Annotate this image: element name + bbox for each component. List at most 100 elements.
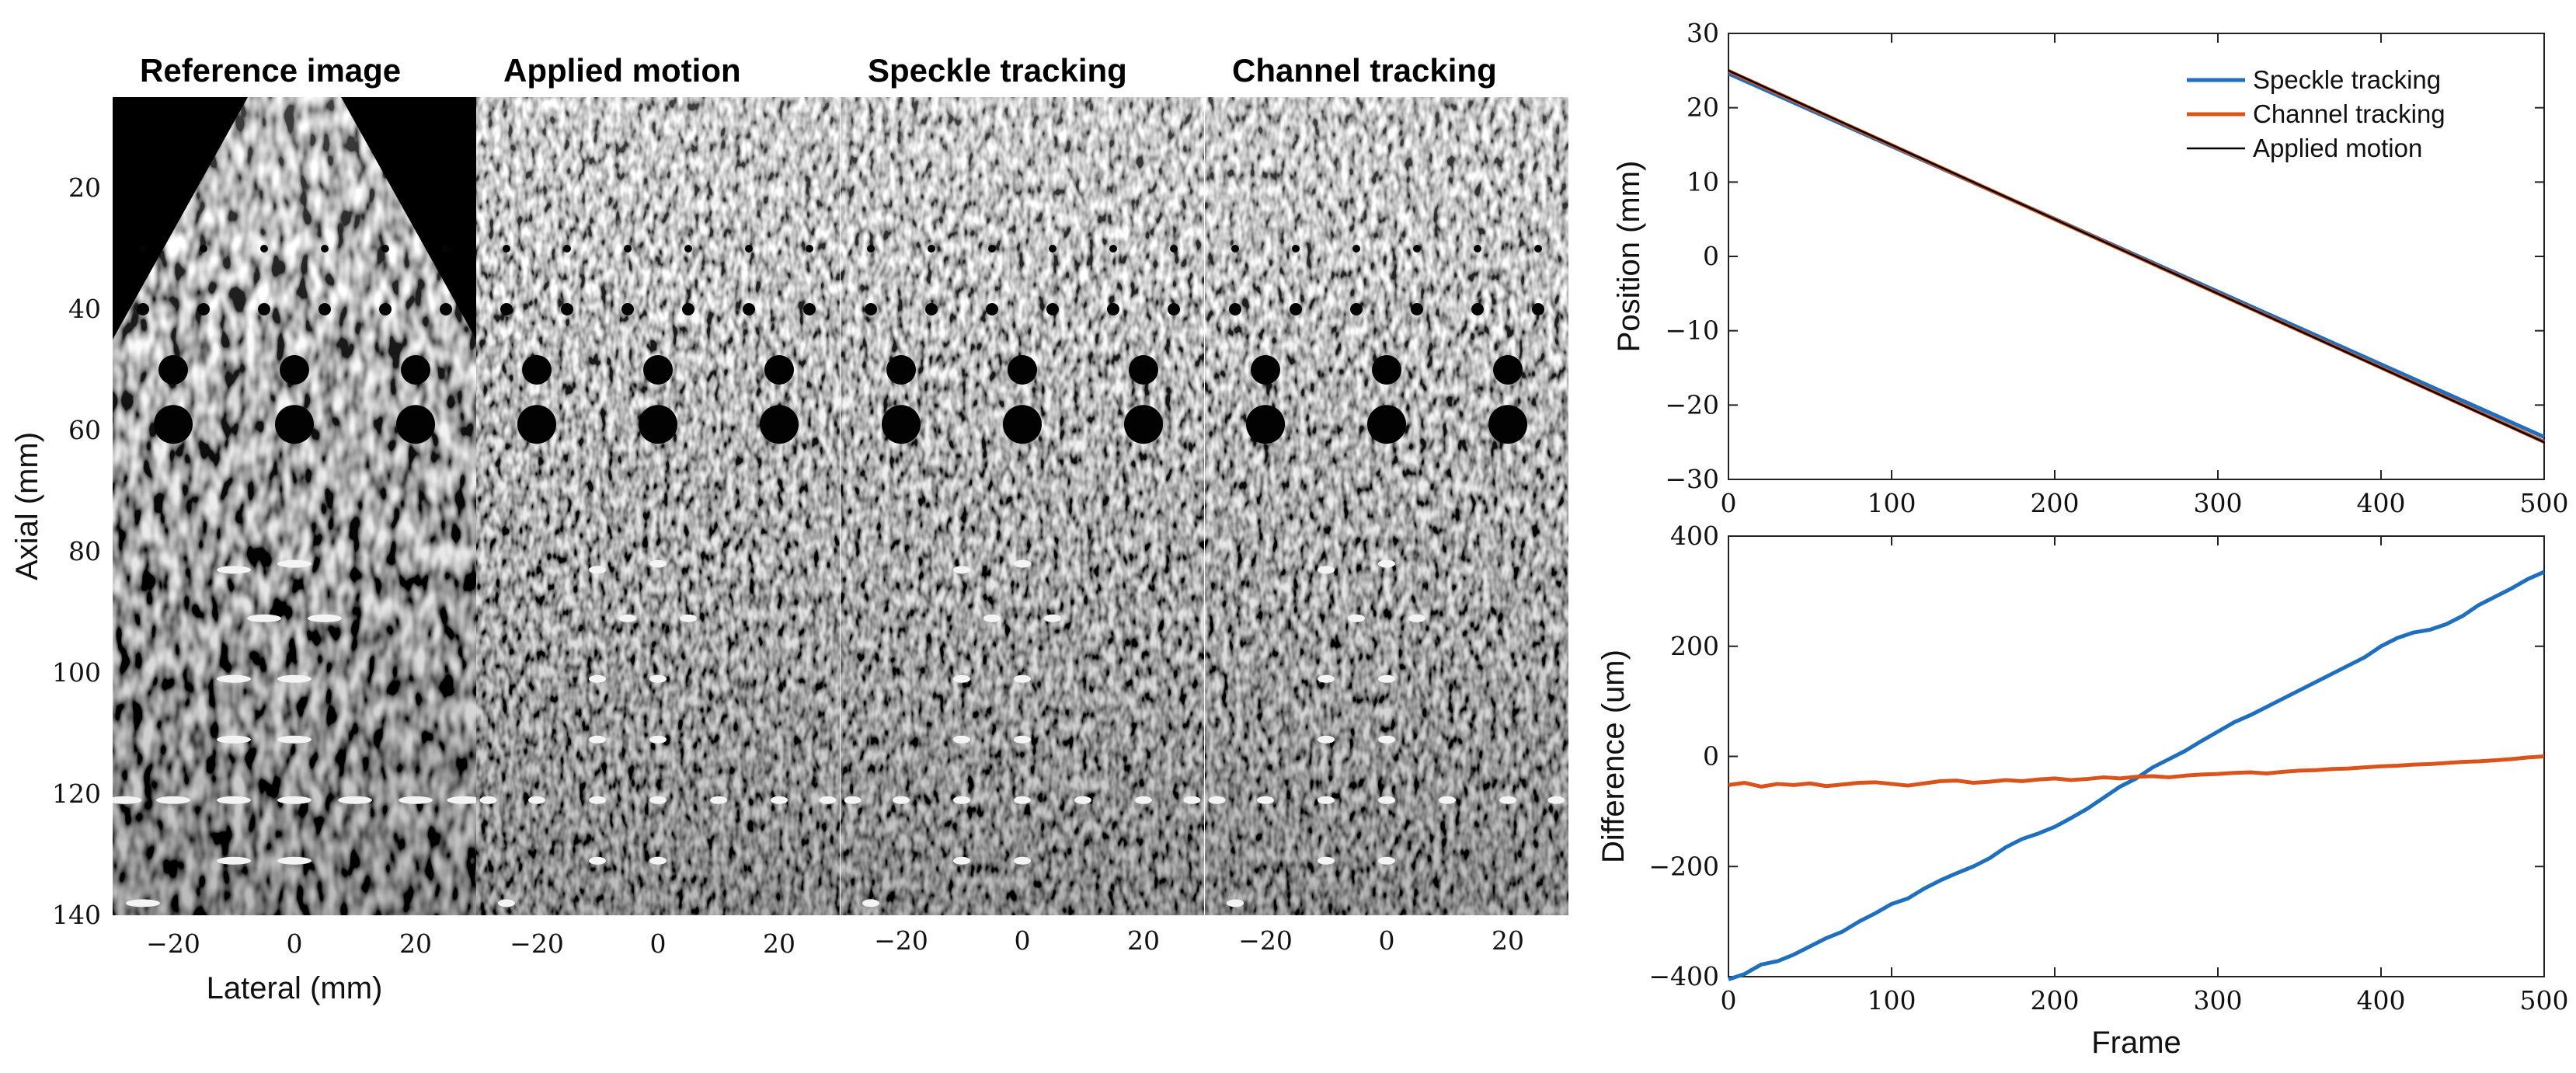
small-cyst bbox=[381, 245, 389, 253]
wire-target bbox=[1378, 674, 1395, 683]
wire-target bbox=[1408, 614, 1426, 622]
large-cyst bbox=[760, 405, 799, 444]
x-tick-label: 500 bbox=[2520, 985, 2569, 1016]
wire-target bbox=[126, 899, 160, 908]
small-cyst bbox=[925, 303, 938, 315]
small-cyst bbox=[1534, 245, 1542, 253]
small-cyst bbox=[684, 245, 692, 253]
wire-target bbox=[1318, 674, 1335, 683]
wire-target bbox=[589, 796, 606, 804]
wire-target bbox=[1348, 614, 1365, 622]
image-panel-1 bbox=[113, 97, 476, 915]
lateral-tick-label: 0 bbox=[1379, 925, 1395, 956]
wire-target bbox=[619, 614, 636, 622]
wire-target bbox=[1439, 796, 1456, 804]
y-tick-label: 0 bbox=[1703, 741, 1719, 772]
small-cyst bbox=[745, 245, 753, 253]
large-cyst bbox=[882, 405, 921, 444]
small-cyst bbox=[682, 303, 694, 315]
wire-target bbox=[447, 796, 476, 804]
lateral-tick-label: 20 bbox=[1492, 925, 1524, 956]
axial-tick-label: 20 bbox=[68, 172, 101, 203]
small-cyst bbox=[1107, 303, 1119, 315]
large-cyst bbox=[1372, 355, 1401, 385]
y-tick-label: −200 bbox=[1648, 851, 1719, 881]
wire-target bbox=[1135, 796, 1152, 804]
wire-target bbox=[953, 566, 970, 574]
wire-target bbox=[983, 614, 1001, 622]
wire-target bbox=[1044, 614, 1061, 622]
x-tick-label: 0 bbox=[1721, 985, 1737, 1016]
axial-tick-label: 100 bbox=[52, 657, 101, 688]
lateral-tick-label: 20 bbox=[763, 928, 795, 959]
small-cyst bbox=[1229, 303, 1241, 315]
small-cyst bbox=[1170, 245, 1178, 253]
wire-target bbox=[217, 856, 251, 865]
small-cyst bbox=[442, 245, 450, 253]
wire-target bbox=[710, 796, 727, 804]
large-cyst bbox=[1367, 405, 1406, 444]
large-cyst bbox=[1129, 355, 1158, 385]
small-cyst bbox=[1350, 303, 1363, 315]
legend-label: Channel tracking bbox=[2253, 99, 2445, 128]
small-cyst bbox=[928, 245, 935, 253]
y-tick-label: 200 bbox=[1670, 631, 1719, 661]
wire-target bbox=[217, 796, 251, 804]
small-cyst bbox=[1109, 245, 1117, 253]
wire-target bbox=[1318, 735, 1335, 744]
small-cyst bbox=[260, 245, 268, 253]
position-chart: 0 100 200 300 400 5003020100−10−20−30Position… bbox=[1612, 18, 2569, 518]
wire-target bbox=[1378, 856, 1395, 865]
wire-target bbox=[247, 614, 281, 622]
large-cyst bbox=[1251, 355, 1280, 385]
small-cyst bbox=[1471, 303, 1484, 315]
wire-target bbox=[498, 899, 515, 908]
small-cyst bbox=[1474, 245, 1481, 253]
y-tick-label: 20 bbox=[1687, 92, 1719, 123]
wire-target bbox=[1074, 796, 1091, 804]
small-cyst bbox=[1231, 245, 1239, 253]
wire-target bbox=[1014, 796, 1031, 804]
small-cyst bbox=[867, 245, 875, 253]
large-cyst bbox=[401, 355, 430, 385]
depth-shading bbox=[476, 97, 840, 915]
small-cyst bbox=[1290, 303, 1302, 315]
large-cyst bbox=[1246, 405, 1285, 444]
wire-target bbox=[1208, 796, 1226, 804]
legend-label: Applied motion bbox=[2253, 134, 2422, 162]
small-cyst bbox=[803, 303, 816, 315]
depth-shading bbox=[1205, 97, 1568, 915]
small-cyst bbox=[1352, 245, 1360, 253]
small-cyst bbox=[621, 303, 634, 315]
wire-target bbox=[1318, 796, 1335, 804]
lateral-tick-label: 0 bbox=[650, 928, 667, 959]
axial-axis-label: Axial (mm) bbox=[10, 432, 44, 580]
axial-tick-label: 60 bbox=[68, 415, 101, 445]
image-content bbox=[476, 97, 840, 915]
image-content bbox=[841, 97, 1204, 915]
axial-tick-label: 120 bbox=[52, 779, 101, 809]
wire-target bbox=[217, 735, 251, 744]
wire-target bbox=[1183, 796, 1201, 804]
small-cyst bbox=[1168, 303, 1180, 315]
wire-target bbox=[1378, 559, 1395, 568]
wire-target bbox=[1378, 796, 1395, 804]
small-cyst bbox=[200, 245, 207, 253]
small-cyst bbox=[1049, 245, 1057, 253]
small-cyst bbox=[1532, 303, 1544, 315]
wire-target bbox=[399, 796, 433, 804]
wire-target bbox=[953, 735, 970, 744]
large-cyst bbox=[158, 355, 188, 385]
plot-area bbox=[1728, 535, 2545, 977]
y-tick-label: 30 bbox=[1687, 18, 1719, 48]
x-tick-label: 200 bbox=[2031, 985, 2080, 1016]
lateral-tick-label: 0 bbox=[1015, 925, 1031, 956]
x-tick-label: 200 bbox=[2031, 488, 2080, 518]
large-cyst bbox=[517, 405, 556, 444]
small-cyst bbox=[1411, 303, 1423, 315]
small-cyst bbox=[321, 245, 329, 253]
wire-target bbox=[771, 796, 788, 804]
wire-target bbox=[819, 796, 837, 804]
wire-target bbox=[844, 796, 862, 804]
image-content bbox=[113, 97, 476, 915]
